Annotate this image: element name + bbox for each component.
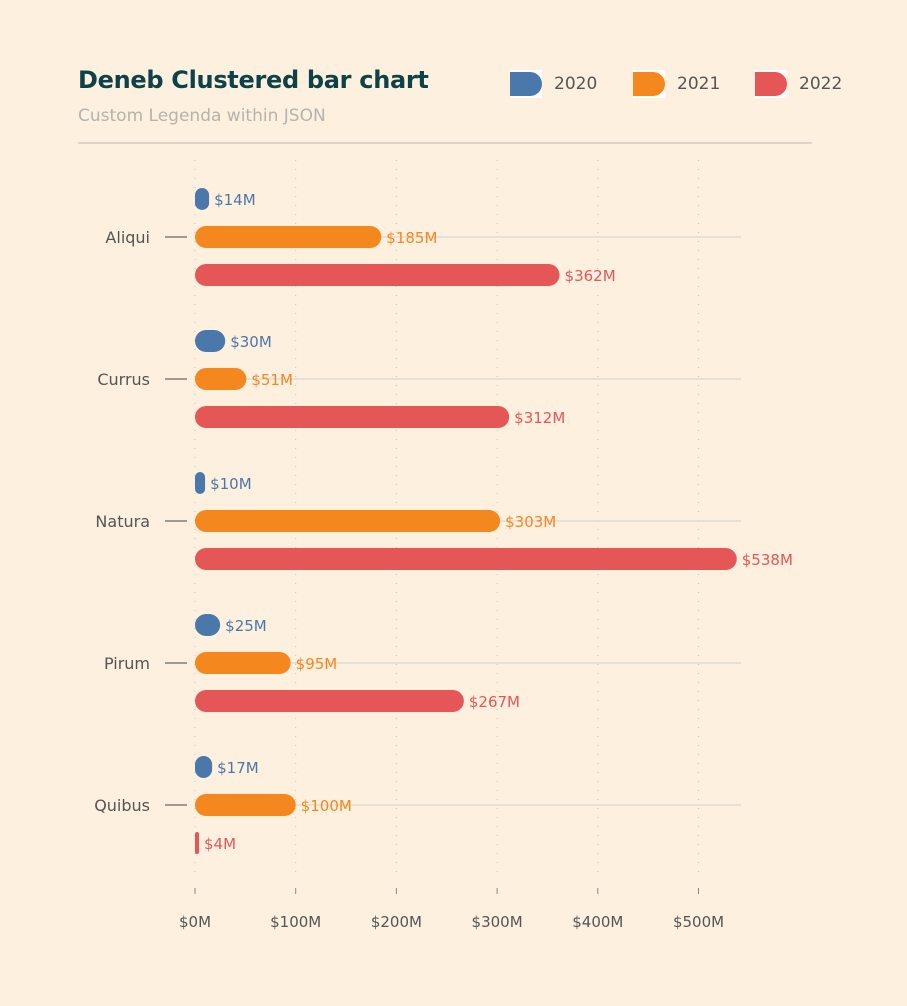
y-tick-label: Quibus: [94, 796, 150, 815]
legend-item-2022: 2022: [755, 70, 842, 98]
bar-2020-natura: [195, 472, 206, 494]
bar-2021-natura: [195, 510, 501, 532]
data-label: $267M: [469, 693, 520, 711]
bar-2020-currus: [195, 330, 226, 352]
x-tick-label: $300M: [472, 913, 523, 931]
x-tick-label: $500M: [673, 913, 724, 931]
legend-swatch-icon: [510, 70, 542, 98]
data-label: $538M: [742, 551, 793, 569]
bar-2022-quibus: [195, 832, 200, 854]
bar-2022-natura: [195, 548, 737, 570]
legend-label: 2021: [677, 74, 721, 94]
y-tick-label: Pirum: [104, 654, 150, 673]
data-label: $4M: [204, 835, 236, 853]
x-tick-label: $100M: [270, 913, 321, 931]
bar-2020-aliqui: [195, 188, 210, 210]
chart-title: Deneb Clustered bar chart: [78, 66, 429, 94]
data-label: $362M: [565, 267, 616, 285]
data-label: $25M: [225, 617, 267, 635]
data-label: $51M: [251, 371, 293, 389]
legend-item-2021: 2021: [633, 70, 720, 98]
x-tick-label: $0M: [179, 913, 211, 931]
data-label: $303M: [505, 513, 556, 531]
chart-subtitle: Custom Legenda within JSON: [78, 106, 326, 126]
data-label: $10M: [210, 475, 252, 493]
y-tick-label: Currus: [97, 370, 150, 389]
data-label: $14M: [214, 191, 256, 209]
data-label: $17M: [217, 759, 259, 777]
bar-2021-currus: [195, 368, 247, 390]
bar-2020-pirum: [195, 614, 221, 636]
x-tick-label: $400M: [572, 913, 623, 931]
legend-item-2020: 2020: [510, 70, 597, 98]
bar-2022-aliqui: [195, 264, 560, 286]
y-tick-label: Natura: [95, 512, 150, 531]
bar-2022-pirum: [195, 690, 464, 712]
header-divider: [78, 142, 812, 144]
legend-label: 2022: [799, 74, 843, 94]
data-label: $95M: [296, 655, 338, 673]
data-label: $100M: [301, 797, 352, 815]
legend-swatch-icon: [633, 70, 665, 98]
bar-2022-currus: [195, 406, 510, 428]
legend-label: 2020: [554, 74, 598, 94]
data-label: $312M: [514, 409, 565, 427]
data-label: $185M: [386, 229, 437, 247]
bar-2021-aliqui: [195, 226, 382, 248]
legend-swatch-icon: [755, 70, 787, 98]
bar-2020-quibus: [195, 756, 213, 778]
bar-2021-quibus: [195, 794, 296, 816]
x-tick-label: $200M: [371, 913, 422, 931]
bar-2021-pirum: [195, 652, 291, 674]
y-tick-label: Aliqui: [105, 228, 150, 247]
data-label: $30M: [230, 333, 272, 351]
